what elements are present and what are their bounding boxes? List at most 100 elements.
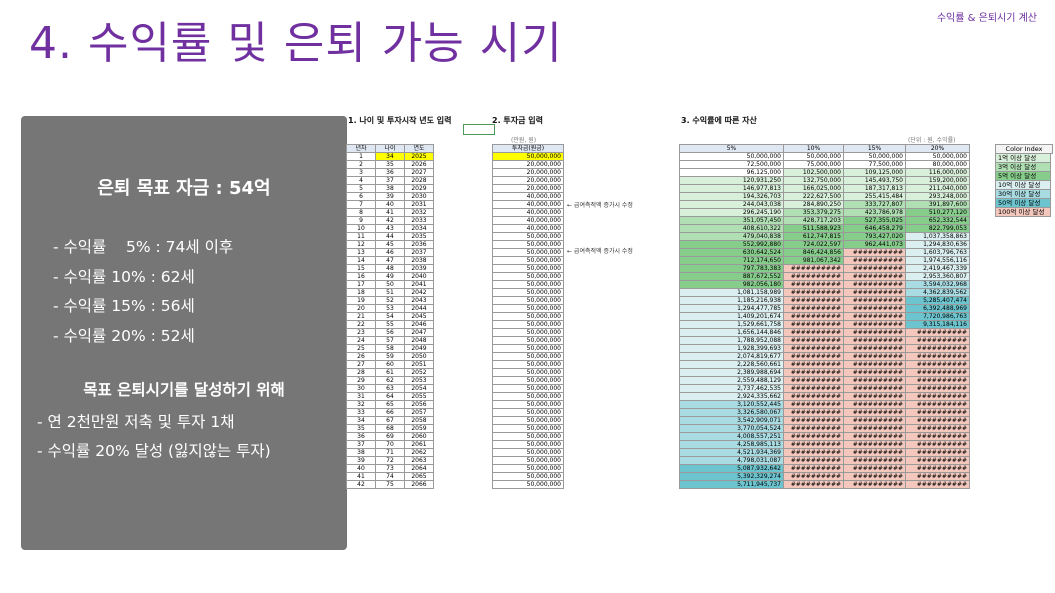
returns-cell: 187,317,813 (843, 184, 906, 193)
returns-cell: ########## (843, 472, 906, 481)
returns-cell: ########## (783, 264, 844, 273)
age-table-cell: 13 (346, 248, 376, 257)
table-row: 2,228,560,661 ########## ########## #######… (679, 360, 970, 369)
table-row: 21 54 2045 (346, 312, 434, 321)
investment-cell: 50,000,000 (492, 432, 564, 441)
returns-cell: ########## (783, 336, 844, 345)
returns-cell: ########## (905, 360, 970, 369)
age-table-cell: 2065 (404, 472, 434, 481)
returns-cell: ########## (843, 432, 906, 441)
returns-cell: 982,056,180 (679, 280, 784, 289)
table-row: 2,924,335,662 ########## ########## #######… (679, 392, 970, 401)
table-row: 1,409,201,674 ########## ########## 7,720,9… (679, 312, 970, 321)
age-table-cell: 2044 (404, 304, 434, 313)
table-row: 37 70 2061 (346, 440, 434, 449)
table-row: 50,000,000 (492, 360, 564, 369)
table-row: 244,043,038 284,890,250 333,727,807 391,897… (679, 200, 970, 209)
age-table-cell: 54 (375, 312, 405, 321)
returns-cell: 159,200,000 (905, 176, 970, 185)
investment-cell: 50,000,000 (492, 472, 564, 481)
returns-cell: 1,294,477,785 (679, 304, 784, 313)
returns-cell: ########## (843, 280, 906, 289)
table-row: 2,737,462,535 ########## ########## #######… (679, 384, 970, 393)
table-row: 479,040,838 612,747,815 793,427,020 1,037,3… (679, 232, 970, 241)
table-row: 40,000,000 (492, 200, 564, 209)
investment-cell: 50,000,000 (492, 408, 564, 417)
age-table-cell: 33 (346, 408, 376, 417)
returns-cell: ########## (843, 440, 906, 449)
table-row: 40 73 2064 (346, 464, 434, 473)
table-row: 20,000,000 (492, 176, 564, 185)
returns-cell: ########## (783, 272, 844, 281)
age-table-cell: 68 (375, 424, 405, 433)
age-table-cell: 74 (375, 472, 405, 481)
table-row: 29 62 2053 (346, 376, 434, 385)
returns-cell: 822,799,053 (905, 224, 970, 233)
age-table-cell: 2036 (404, 240, 434, 249)
table-row: 552,992,880 724,022,597 962,441,073 1,294,8… (679, 240, 970, 249)
returns-cell: 712,174,650 (679, 256, 784, 265)
returns-cell: ########## (905, 472, 970, 481)
table-row: 40,000,000 (492, 192, 564, 201)
age-table-cell: 41 (346, 472, 376, 481)
returns-cell: ########## (843, 288, 906, 297)
table-row: 50,000,000 (492, 472, 564, 481)
returns-cell: 116,000,000 (905, 168, 970, 177)
age-table-cell: 2048 (404, 336, 434, 345)
table-row: 1,656,144,846 ########## ########## #######… (679, 328, 970, 337)
cell-selection-box[interactable] (463, 124, 495, 135)
table-row: 24 57 2048 (346, 336, 434, 345)
returns-cell: 4,798,031,087 (679, 456, 784, 465)
investment-cell: 50,000,000 (492, 232, 564, 241)
returns-cell: 120,931,250 (679, 176, 784, 185)
returns-cell: 2,389,988,694 (679, 368, 784, 377)
returns-cell: 244,043,038 (679, 200, 784, 209)
age-table-header: 나이 (375, 144, 405, 153)
legend-item: 5억 이상 달성 (995, 172, 1051, 181)
returns-cell: 510,277,120 (905, 208, 970, 217)
age-table-cell: 19 (346, 296, 376, 305)
table-row: 1,185,216,938 ########## ########## 5,285,4… (679, 296, 970, 305)
returns-cell: ########## (905, 432, 970, 441)
age-table-cell: 2049 (404, 344, 434, 353)
table-row: 16 49 2040 (346, 272, 434, 281)
investment-cell: 50,000,000 (492, 392, 564, 401)
age-table-cell: 57 (375, 336, 405, 345)
investment-cell: 50,000,000 (492, 480, 564, 489)
age-table-cell: 2041 (404, 280, 434, 289)
returns-cell: 793,427,020 (843, 232, 906, 241)
age-table-cell: 2040 (404, 272, 434, 281)
returns-cell: ########## (843, 344, 906, 353)
age-table-cell: 16 (346, 272, 376, 281)
investment-cell: 40,000,000 (492, 224, 564, 233)
salary-note: ← 급여측적액 증가시 수정 (567, 248, 633, 255)
table-row: 1,928,399,693 ########## ########## #######… (679, 344, 970, 353)
investment-cell: 50,000,000 (492, 240, 564, 249)
investment-cell: 50,000,000 (492, 272, 564, 281)
age-table-cell: 42 (346, 480, 376, 489)
returns-cell: ########## (843, 312, 906, 321)
returns-cell: 75,000,000 (783, 160, 844, 169)
returns-cell: 2,559,488,129 (679, 376, 784, 385)
returns-cell: ########## (783, 352, 844, 361)
table-row: 34 67 2058 (346, 416, 434, 425)
table-row: 50,000,000 (492, 152, 564, 161)
table-row: 50,000,000 (492, 320, 564, 329)
age-table-cell: 6 (346, 192, 376, 201)
returns-cell: 1,603,796,763 (905, 248, 970, 257)
returns-cell: ########## (905, 384, 970, 393)
age-table-cell: 5 (346, 184, 376, 193)
returns-cell: ########## (783, 448, 844, 457)
age-table-cell: 2052 (404, 368, 434, 377)
age-table-cell: 10 (346, 224, 376, 233)
table-row: 1 34 2025 (346, 152, 434, 161)
investment-cell: 50,000,000 (492, 376, 564, 385)
age-table-cell: 71 (375, 448, 405, 457)
investment-cell: 50,000,000 (492, 264, 564, 273)
table-row: 712,174,650 981,067,342 ########## 1,974,55… (679, 256, 970, 265)
returns-header: 20% (905, 144, 970, 153)
returns-cell: ########## (843, 304, 906, 313)
table-row: 50,000,000 (492, 336, 564, 345)
age-table-cell: 75 (375, 480, 405, 489)
table-row: 887,672,552 ########## ########## 2,953,360… (679, 272, 970, 281)
